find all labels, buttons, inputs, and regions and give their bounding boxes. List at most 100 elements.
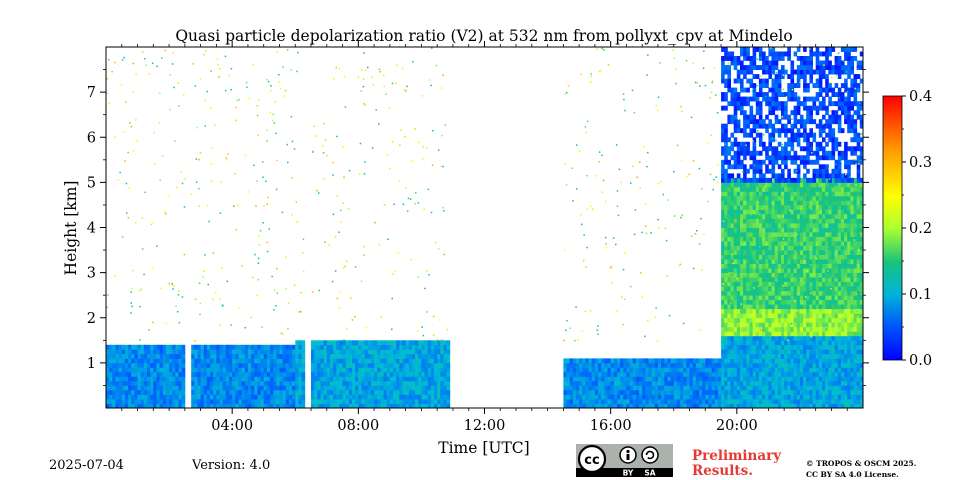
- heatmap-cell: [276, 349, 280, 355]
- heatmap-cell: [749, 236, 754, 242]
- heatmap-cell: [257, 367, 261, 373]
- heatmap-cell: [648, 403, 653, 408]
- heatmap-cell: [762, 403, 766, 408]
- heatmap-cell: [440, 385, 444, 391]
- heatmap-cell: [162, 362, 167, 368]
- heatmap-cell: [765, 389, 769, 395]
- heatmap-cell: [856, 389, 861, 395]
- heatmap-cell: [213, 371, 217, 377]
- heatmap-cell: [809, 254, 813, 260]
- heatmap-cell: [825, 317, 829, 323]
- heatmap-cell: [377, 349, 381, 355]
- heatmap-cell: [752, 241, 757, 246]
- heatmap-cell: [399, 367, 403, 373]
- heatmap-cell: [777, 367, 782, 373]
- heatmap-cell: [743, 281, 747, 287]
- heatmap-cell: [721, 268, 725, 273]
- heatmap-cell: [768, 69, 772, 75]
- heatmap-cell: [279, 344, 284, 350]
- heatmap-cell: [582, 403, 586, 408]
- heatmap-cell: [730, 259, 735, 264]
- heatmap-cell: [279, 353, 284, 359]
- heatmap-cell: [434, 367, 438, 373]
- heatmap-cell: [724, 83, 728, 88]
- heatmap-cell: [755, 74, 760, 79]
- heatmap-cell: [844, 299, 848, 305]
- heatmap-cell: [598, 403, 602, 408]
- heatmap-cell: [311, 394, 315, 400]
- heatmap-cell: [812, 223, 817, 228]
- heatmap-cell: [601, 358, 605, 364]
- heatmap-cell: [153, 399, 157, 404]
- heatmap-cell: [418, 380, 422, 386]
- heatmap-cell: [815, 177, 820, 183]
- heatmap-cell: [781, 101, 785, 107]
- heatmap-cell: [443, 362, 448, 368]
- heatmap-cell: [790, 159, 795, 165]
- heatmap-cell: [755, 313, 760, 319]
- heatmap-cell: [765, 155, 769, 161]
- heatmap-cell: [380, 380, 384, 386]
- heatmap-cell: [840, 362, 845, 368]
- heatmap-cell: [799, 371, 804, 377]
- heatmap-cell: [743, 195, 747, 201]
- heatmap-cell: [781, 204, 785, 210]
- heatmap-cell: [793, 371, 798, 377]
- heatmap-cell: [582, 371, 586, 377]
- heatmap-cell: [607, 385, 612, 391]
- heatmap-cell: [724, 317, 728, 323]
- heatmap-cell: [790, 326, 795, 332]
- heatmap-cell: [787, 96, 791, 102]
- heatmap-cell: [203, 385, 208, 391]
- heatmap-cell: [793, 223, 798, 228]
- heatmap-cell: [670, 358, 675, 364]
- heatmap-cell: [311, 362, 315, 368]
- heatmap-cell: [159, 362, 164, 368]
- heatmap-cell: [648, 362, 653, 368]
- heatmap-cell: [282, 371, 287, 377]
- heatmap-cell: [825, 250, 829, 255]
- heatmap-cell: [153, 376, 157, 382]
- heatmap-cell: [232, 380, 236, 386]
- heatmap-cell: [825, 362, 829, 368]
- heatmap-cell: [437, 349, 441, 355]
- heatmap-cell: [342, 385, 347, 391]
- heatmap-cell: [402, 367, 407, 373]
- heatmap-cell: [752, 74, 757, 79]
- heatmap-cell: [755, 65, 760, 70]
- heatmap-cell: [762, 182, 766, 188]
- heatmap-cell: [213, 376, 217, 382]
- heatmap-cell: [790, 214, 795, 219]
- heatmap-cell: [771, 245, 776, 251]
- heatmap-cell: [323, 385, 328, 391]
- heatmap-cell: [840, 295, 845, 301]
- heatmap-cell: [771, 182, 776, 188]
- heatmap-cell: [752, 268, 757, 273]
- heatmap-cell: [809, 204, 813, 210]
- heatmap-cell: [803, 322, 807, 328]
- heatmap-cell: [793, 317, 798, 323]
- heatmap-cell: [787, 326, 791, 332]
- heatmap-cell: [288, 380, 293, 386]
- heatmap-cell: [172, 399, 176, 404]
- heatmap-cell: [825, 186, 829, 192]
- heatmap-cell: [837, 250, 842, 255]
- heatmap-cell: [815, 250, 820, 255]
- heatmap-cell: [727, 218, 731, 224]
- heatmap-cell: [610, 380, 615, 386]
- heatmap-cell: [746, 254, 750, 260]
- heatmap-cell: [815, 186, 820, 192]
- heatmap-cell: [626, 403, 630, 408]
- heatmap-cell: [831, 182, 836, 188]
- heatmap-cell: [818, 214, 823, 219]
- heatmap-cell: [818, 340, 823, 346]
- heatmap-cell: [219, 362, 224, 368]
- heatmap-cell: [222, 389, 227, 395]
- heatmap-cell: [270, 344, 274, 350]
- heatmap-cell: [774, 358, 779, 364]
- heatmap-cell: [143, 394, 148, 400]
- heatmap-cell: [172, 344, 176, 350]
- heatmap-cell: [143, 353, 148, 359]
- heatmap-cell: [812, 177, 817, 183]
- heatmap-cell: [755, 331, 760, 337]
